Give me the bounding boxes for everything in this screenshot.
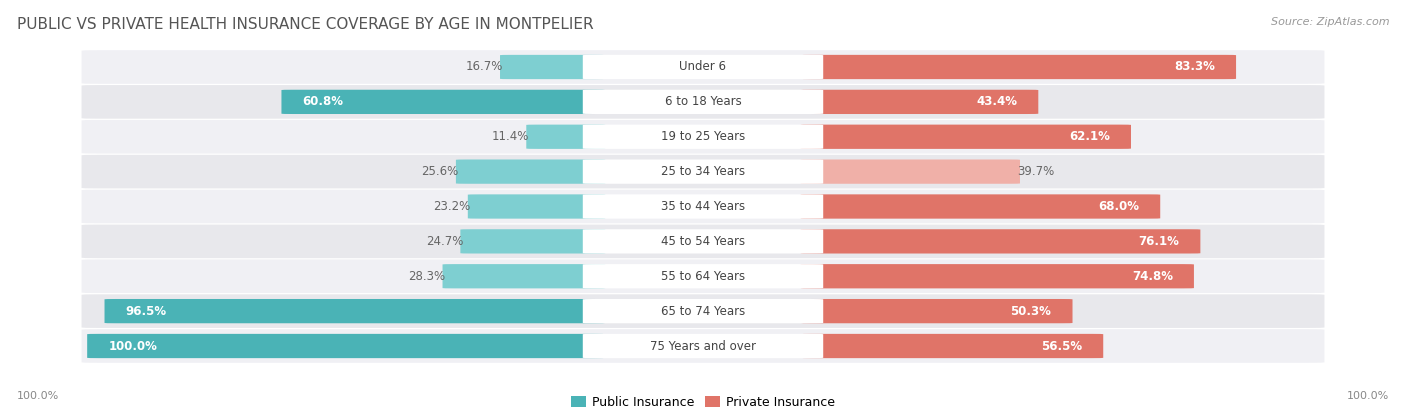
Legend: Public Insurance, Private Insurance: Public Insurance, Private Insurance (567, 391, 839, 413)
FancyBboxPatch shape (104, 299, 605, 323)
FancyBboxPatch shape (800, 55, 1236, 79)
FancyBboxPatch shape (82, 190, 1324, 223)
FancyBboxPatch shape (582, 299, 823, 323)
FancyBboxPatch shape (800, 334, 1104, 358)
Text: 74.8%: 74.8% (1132, 270, 1173, 283)
Text: 39.7%: 39.7% (1017, 165, 1054, 178)
FancyBboxPatch shape (800, 229, 1201, 254)
Text: 19 to 25 Years: 19 to 25 Years (661, 130, 745, 143)
Text: 35 to 44 Years: 35 to 44 Years (661, 200, 745, 213)
FancyBboxPatch shape (82, 259, 1324, 293)
Text: 65 to 74 Years: 65 to 74 Years (661, 305, 745, 318)
FancyBboxPatch shape (800, 125, 1130, 149)
Text: 75 Years and over: 75 Years and over (650, 339, 756, 353)
Text: Source: ZipAtlas.com: Source: ZipAtlas.com (1271, 17, 1389, 26)
Text: 60.8%: 60.8% (302, 95, 343, 108)
FancyBboxPatch shape (468, 195, 605, 218)
FancyBboxPatch shape (82, 329, 1324, 363)
FancyBboxPatch shape (82, 155, 1324, 188)
Text: 100.0%: 100.0% (1347, 391, 1389, 401)
FancyBboxPatch shape (800, 299, 1073, 323)
Text: 68.0%: 68.0% (1098, 200, 1139, 213)
FancyBboxPatch shape (582, 159, 823, 184)
Text: 45 to 54 Years: 45 to 54 Years (661, 235, 745, 248)
Text: 25.6%: 25.6% (422, 165, 458, 178)
FancyBboxPatch shape (582, 264, 823, 288)
FancyBboxPatch shape (82, 85, 1324, 119)
FancyBboxPatch shape (443, 264, 605, 288)
FancyBboxPatch shape (800, 195, 1160, 218)
FancyBboxPatch shape (582, 229, 823, 254)
Text: 24.7%: 24.7% (426, 235, 463, 248)
Text: Under 6: Under 6 (679, 60, 727, 74)
Text: 96.5%: 96.5% (125, 305, 167, 318)
Text: 28.3%: 28.3% (408, 270, 446, 283)
FancyBboxPatch shape (82, 294, 1324, 328)
Text: 55 to 64 Years: 55 to 64 Years (661, 270, 745, 283)
FancyBboxPatch shape (800, 159, 1019, 184)
FancyBboxPatch shape (82, 120, 1324, 154)
Text: 56.5%: 56.5% (1040, 339, 1083, 353)
FancyBboxPatch shape (582, 55, 823, 79)
Text: 23.2%: 23.2% (433, 200, 471, 213)
FancyBboxPatch shape (800, 264, 1194, 288)
Text: PUBLIC VS PRIVATE HEALTH INSURANCE COVERAGE BY AGE IN MONTPELIER: PUBLIC VS PRIVATE HEALTH INSURANCE COVER… (17, 17, 593, 31)
FancyBboxPatch shape (82, 50, 1324, 84)
FancyBboxPatch shape (582, 334, 823, 358)
Text: 16.7%: 16.7% (465, 60, 503, 74)
FancyBboxPatch shape (87, 334, 605, 358)
FancyBboxPatch shape (82, 225, 1324, 258)
Text: 50.3%: 50.3% (1011, 305, 1052, 318)
FancyBboxPatch shape (582, 90, 823, 114)
FancyBboxPatch shape (501, 55, 605, 79)
Text: 43.4%: 43.4% (976, 95, 1017, 108)
FancyBboxPatch shape (281, 90, 605, 114)
FancyBboxPatch shape (582, 195, 823, 218)
Text: 83.3%: 83.3% (1174, 60, 1215, 74)
FancyBboxPatch shape (800, 90, 1038, 114)
Text: 62.1%: 62.1% (1069, 130, 1109, 143)
Text: 100.0%: 100.0% (108, 339, 157, 353)
Text: 76.1%: 76.1% (1139, 235, 1180, 248)
FancyBboxPatch shape (460, 229, 605, 254)
FancyBboxPatch shape (582, 125, 823, 149)
Text: 25 to 34 Years: 25 to 34 Years (661, 165, 745, 178)
Text: 100.0%: 100.0% (17, 391, 59, 401)
FancyBboxPatch shape (526, 125, 605, 149)
Text: 6 to 18 Years: 6 to 18 Years (665, 95, 741, 108)
FancyBboxPatch shape (456, 159, 605, 184)
Text: 11.4%: 11.4% (492, 130, 529, 143)
